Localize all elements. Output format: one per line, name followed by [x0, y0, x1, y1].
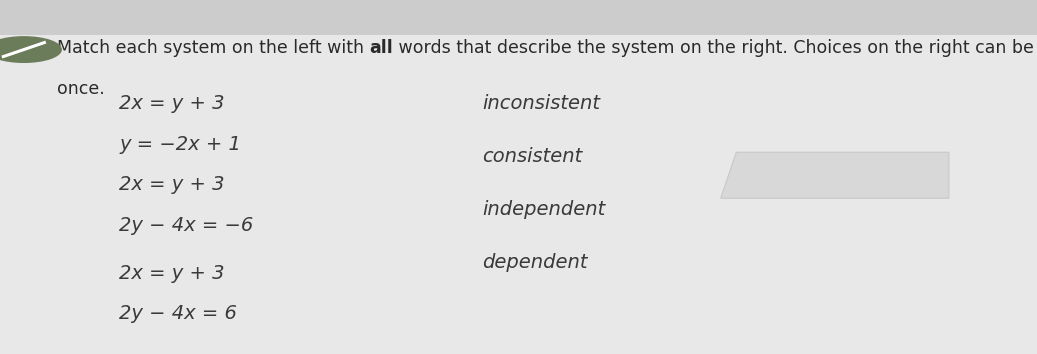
Circle shape	[0, 37, 61, 62]
Text: 2x = y + 3: 2x = y + 3	[119, 94, 225, 113]
Text: Match each system on the left with: Match each system on the left with	[57, 39, 369, 57]
Text: 2x = y + 3: 2x = y + 3	[119, 264, 225, 283]
Polygon shape	[721, 152, 949, 198]
Text: inconsistent: inconsistent	[482, 94, 600, 113]
Text: words that describe the system on the right. Choices on the right can be used: words that describe the system on the ri…	[393, 39, 1037, 57]
Text: 2x = y + 3: 2x = y + 3	[119, 175, 225, 194]
Text: all: all	[369, 39, 393, 57]
Text: once.: once.	[57, 80, 105, 98]
Text: dependent: dependent	[482, 253, 588, 272]
Text: y = −2x + 1: y = −2x + 1	[119, 135, 242, 154]
Text: 2y − 4x = −6: 2y − 4x = −6	[119, 216, 253, 235]
FancyBboxPatch shape	[0, 0, 1037, 35]
Text: 2y − 4x = 6: 2y − 4x = 6	[119, 304, 237, 324]
Text: consistent: consistent	[482, 147, 583, 166]
Text: independent: independent	[482, 200, 606, 219]
